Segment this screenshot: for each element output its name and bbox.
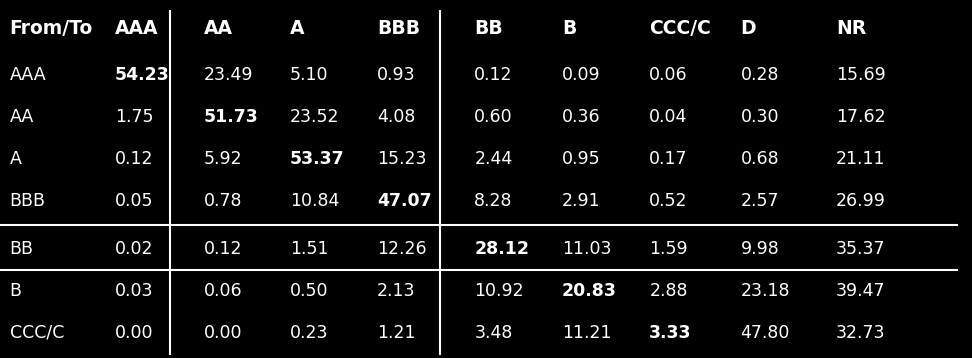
Text: NR: NR (836, 19, 866, 38)
Text: 39.47: 39.47 (836, 282, 885, 300)
Text: 0.95: 0.95 (562, 150, 601, 168)
Text: 10.92: 10.92 (474, 282, 524, 300)
Text: 0.04: 0.04 (649, 108, 687, 126)
Text: 0.68: 0.68 (741, 150, 780, 168)
Text: BB: BB (10, 240, 34, 258)
Text: 0.09: 0.09 (562, 66, 601, 84)
Text: 51.73: 51.73 (204, 108, 259, 126)
Text: 0.93: 0.93 (377, 66, 416, 84)
Text: From/To: From/To (10, 19, 93, 38)
Text: 3.33: 3.33 (649, 324, 692, 342)
Text: CCC/C: CCC/C (10, 324, 64, 342)
Text: 0.60: 0.60 (474, 108, 513, 126)
Text: 2.44: 2.44 (474, 150, 512, 168)
Text: 0.00: 0.00 (204, 324, 243, 342)
Text: 2.13: 2.13 (377, 282, 416, 300)
Text: BBB: BBB (377, 19, 420, 38)
Text: 0.28: 0.28 (741, 66, 780, 84)
Text: 53.37: 53.37 (290, 150, 344, 168)
Text: 8.28: 8.28 (474, 192, 513, 210)
Text: 0.06: 0.06 (649, 66, 688, 84)
Text: 15.69: 15.69 (836, 66, 885, 84)
Text: 0.50: 0.50 (290, 282, 329, 300)
Text: 0.12: 0.12 (204, 240, 243, 258)
Text: 2.57: 2.57 (741, 192, 780, 210)
Text: 17.62: 17.62 (836, 108, 885, 126)
Text: 9.98: 9.98 (741, 240, 780, 258)
Text: 5.92: 5.92 (204, 150, 243, 168)
Text: 1.75: 1.75 (115, 108, 154, 126)
Text: 20.83: 20.83 (562, 282, 616, 300)
Text: 0.30: 0.30 (741, 108, 780, 126)
Text: 0.05: 0.05 (115, 192, 154, 210)
Text: 47.80: 47.80 (741, 324, 790, 342)
Text: CCC/C: CCC/C (649, 19, 712, 38)
Text: 23.52: 23.52 (290, 108, 339, 126)
Text: 23.49: 23.49 (204, 66, 254, 84)
Text: B: B (562, 19, 576, 38)
Text: B: B (10, 282, 21, 300)
Text: BB: BB (474, 19, 503, 38)
Text: 0.23: 0.23 (290, 324, 329, 342)
Text: A: A (290, 19, 304, 38)
Text: 0.06: 0.06 (204, 282, 243, 300)
Text: 26.99: 26.99 (836, 192, 885, 210)
Text: 23.18: 23.18 (741, 282, 790, 300)
Text: 4.08: 4.08 (377, 108, 415, 126)
Text: 12.26: 12.26 (377, 240, 427, 258)
Text: 0.52: 0.52 (649, 192, 688, 210)
Text: BBB: BBB (10, 192, 46, 210)
Text: 0.36: 0.36 (562, 108, 601, 126)
Text: 0.12: 0.12 (474, 66, 513, 84)
Text: 15.23: 15.23 (377, 150, 427, 168)
Text: AA: AA (204, 19, 233, 38)
Text: D: D (741, 19, 756, 38)
Text: 0.02: 0.02 (115, 240, 154, 258)
Text: 1.59: 1.59 (649, 240, 688, 258)
Text: 10.84: 10.84 (290, 192, 339, 210)
Text: 0.12: 0.12 (115, 150, 154, 168)
Text: AAA: AAA (10, 66, 47, 84)
Text: 1.21: 1.21 (377, 324, 416, 342)
Text: 32.73: 32.73 (836, 324, 885, 342)
Text: 35.37: 35.37 (836, 240, 885, 258)
Text: 11.21: 11.21 (562, 324, 611, 342)
Text: 2.91: 2.91 (562, 192, 601, 210)
Text: AA: AA (10, 108, 34, 126)
Text: 0.78: 0.78 (204, 192, 243, 210)
Text: 47.07: 47.07 (377, 192, 432, 210)
Text: AAA: AAA (115, 19, 158, 38)
Text: A: A (10, 150, 21, 168)
Text: 0.03: 0.03 (115, 282, 154, 300)
Text: 28.12: 28.12 (474, 240, 530, 258)
Text: 3.48: 3.48 (474, 324, 512, 342)
Text: 21.11: 21.11 (836, 150, 885, 168)
Text: 0.17: 0.17 (649, 150, 688, 168)
Text: 5.10: 5.10 (290, 66, 329, 84)
Text: 1.51: 1.51 (290, 240, 329, 258)
Text: 0.00: 0.00 (115, 324, 154, 342)
Text: 2.88: 2.88 (649, 282, 688, 300)
Text: 54.23: 54.23 (115, 66, 169, 84)
Text: 11.03: 11.03 (562, 240, 611, 258)
